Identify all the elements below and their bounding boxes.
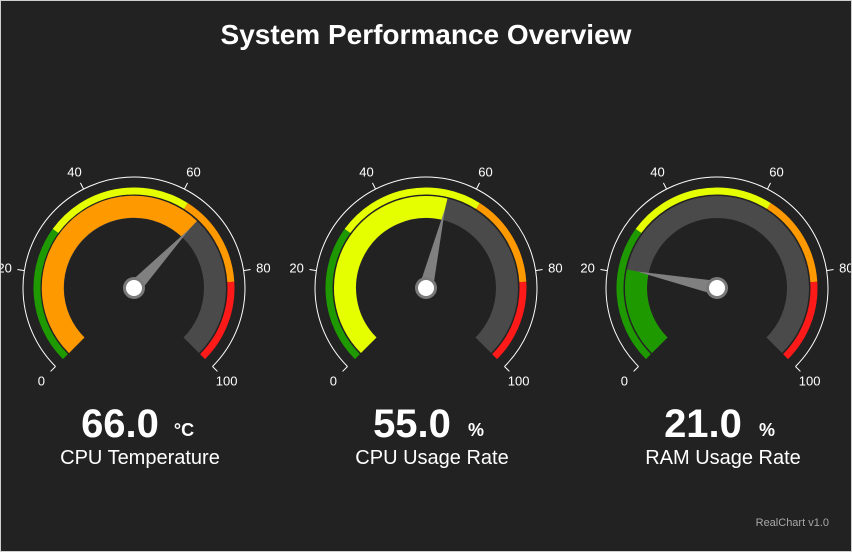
gauge-band xyxy=(492,281,527,360)
gauge-unit-text: % xyxy=(759,420,775,440)
gauge-tick-mark xyxy=(633,366,639,372)
gauge-band xyxy=(33,228,68,360)
gauge-tick-mark xyxy=(535,269,543,272)
gauge-unit-text: °C xyxy=(174,420,194,440)
gauge-label: CPU Temperature xyxy=(60,447,220,469)
gauge-2: 0 20 40 60 80 100 21.0 % RAM Usage Rate xyxy=(580,164,851,469)
gauge-band xyxy=(184,203,235,283)
gauge-unit-text: % xyxy=(468,420,484,440)
gauge-value-text: 55.0 xyxy=(373,402,451,446)
gauge-1: 0 20 40 60 80 100 55.0 % CPU Usage Rate xyxy=(289,164,562,469)
gauge-tick-label: 100 xyxy=(508,374,530,389)
gauge-band xyxy=(325,228,360,360)
gauge-tick-label: 0 xyxy=(330,374,337,389)
gauge-band xyxy=(476,203,527,283)
gauge-band xyxy=(344,187,480,234)
gauge-tick-label: 100 xyxy=(216,374,238,389)
gauge-band xyxy=(635,187,771,234)
gauge-value-text: 66.0 xyxy=(81,402,159,446)
gauge-tick-label: 80 xyxy=(548,261,562,276)
gauge-outer-ring xyxy=(22,176,246,367)
gauge-tick-label: 80 xyxy=(256,261,270,276)
gauge-value-fill xyxy=(625,269,668,354)
gauge-band xyxy=(200,281,235,360)
gauge-needle xyxy=(419,208,446,290)
gauge-tick-mark xyxy=(17,269,25,272)
gauge-tick-mark xyxy=(504,366,510,372)
gauge-tick-label: 40 xyxy=(650,164,664,179)
gauge-band xyxy=(616,228,651,360)
gauge-tick-mark xyxy=(371,182,377,190)
gauge-needle xyxy=(636,271,719,295)
gauge-tick-label: 80 xyxy=(839,261,851,276)
gauge-hub xyxy=(418,280,434,296)
page-title: System Performance Overview xyxy=(220,19,632,50)
gauge-band xyxy=(52,187,188,234)
gauge-tick-mark xyxy=(766,182,772,190)
credit-label: RealChart v1.0 xyxy=(755,517,829,529)
gauge-tick-mark xyxy=(212,366,218,372)
gauge-tick-label: 60 xyxy=(478,164,492,179)
gauge-tick-label: 0 xyxy=(38,374,45,389)
gauge-outer-ring xyxy=(605,176,829,367)
gauge-tick-mark xyxy=(342,366,348,372)
gauge-band xyxy=(767,203,818,283)
gauge-0: 0 20 40 60 80 100 66.0 °C CPU Temperature xyxy=(1,164,271,469)
gauge-value-fill xyxy=(334,196,448,354)
gauge-needle xyxy=(128,228,191,293)
gauge-value-text: 21.0 xyxy=(664,402,742,446)
gauge-band xyxy=(783,281,818,360)
gauge-hub xyxy=(709,280,725,296)
gauge-hub xyxy=(126,280,142,296)
gauge-tick-mark xyxy=(309,269,317,272)
gauge-tick-mark xyxy=(183,182,189,190)
gauge-tick-mark xyxy=(826,269,834,272)
gauge-tick-mark xyxy=(600,269,608,272)
gauge-tick-label: 20 xyxy=(580,261,594,276)
gauge-tick-label: 40 xyxy=(359,164,373,179)
gauge-tick-mark xyxy=(243,269,251,272)
gauge-tick-label: 20 xyxy=(1,261,12,276)
gauge-tick-label: 60 xyxy=(769,164,783,179)
gauge-tick-mark xyxy=(79,182,85,190)
gauge-tick-label: 0 xyxy=(621,374,628,389)
gauge-label: RAM Usage Rate xyxy=(645,447,801,469)
gauge-tick-mark xyxy=(50,366,56,372)
gauge-outer-ring xyxy=(314,176,538,367)
gauge-tick-label: 40 xyxy=(67,164,81,179)
gauge-tick-label: 60 xyxy=(186,164,200,179)
gauge-tick-label: 20 xyxy=(289,261,303,276)
gauge-value-fill xyxy=(41,195,198,354)
gauge-tick-label: 100 xyxy=(799,374,821,389)
gauge-tick-mark xyxy=(475,182,481,190)
gauge-label: CPU Usage Rate xyxy=(355,447,508,469)
gauge-tick-mark xyxy=(662,182,668,190)
gauge-tick-mark xyxy=(795,366,801,372)
